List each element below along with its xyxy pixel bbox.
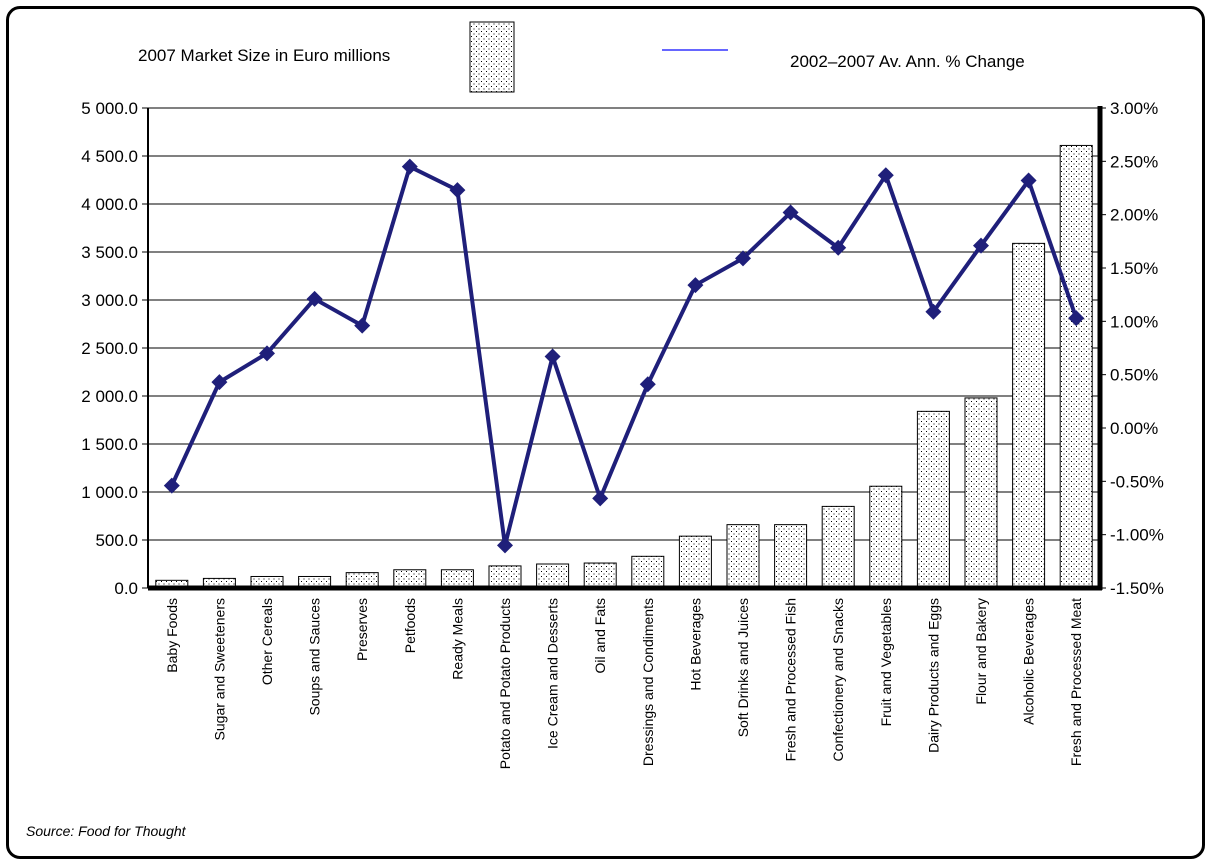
line-point-marker — [354, 317, 371, 334]
bar — [869, 485, 903, 589]
bar — [1012, 242, 1046, 589]
right-tick-label: -1.50% — [1110, 579, 1164, 598]
bar — [583, 562, 617, 589]
left-tick-label: 2 500.0 — [81, 339, 138, 358]
bar — [726, 524, 760, 589]
x-tick-label: Other Cereals — [259, 598, 275, 685]
right-tick-label: 3.00% — [1110, 99, 1158, 118]
right-tick-label: 1.00% — [1110, 312, 1158, 331]
line-point-marker — [544, 348, 561, 365]
line-point-marker — [1068, 310, 1085, 327]
line-point-marker — [687, 277, 704, 294]
x-tick-label: Ice Cream and Desserts — [545, 598, 561, 749]
left-axis-ticks: 0.0 500.0 1 000.0 1 500.0 2 000.0 2 500.0 3 00… — [81, 99, 148, 598]
right-tick-label: -0.50% — [1110, 472, 1164, 491]
line-point-marker — [782, 204, 799, 221]
line-point-marker — [449, 182, 466, 199]
x-tick-label: Sugar and Sweeteners — [211, 598, 227, 740]
line-series-path — [169, 164, 1079, 548]
x-tick-label: Oil and Fats — [592, 598, 608, 673]
bar — [631, 555, 665, 589]
line-point-marker — [401, 158, 418, 175]
line-point-marker — [830, 239, 847, 256]
bar — [678, 535, 712, 589]
x-axis-labels: Baby Foods Sugar and Sweeteners Other Cere… — [164, 598, 1084, 769]
left-tick-label: 5 000.0 — [81, 99, 138, 118]
right-tick-label: -1.00% — [1110, 526, 1164, 545]
x-tick-label: Hot Beverages — [687, 598, 703, 691]
x-tick-label: Fruit and Vegetables — [878, 598, 894, 726]
x-tick-label: Dairy Products and Eggs — [925, 598, 941, 753]
left-tick-label: 1 000.0 — [81, 483, 138, 502]
bar — [440, 569, 474, 589]
source-note: Source: Food for Thought — [26, 823, 186, 839]
left-tick-label: 1 500.0 — [81, 435, 138, 454]
bar — [1059, 144, 1093, 589]
left-tick-label: 0.0 — [114, 579, 138, 598]
bars — [155, 144, 1093, 589]
right-tick-label: 2.50% — [1110, 152, 1158, 171]
line-point-marker — [592, 490, 609, 507]
x-tick-label: Potato and Potato Products — [497, 598, 513, 769]
x-tick-label: Soft Drinks and Juices — [735, 598, 751, 737]
x-tick-label: Petfoods — [402, 598, 418, 653]
bar — [393, 569, 427, 589]
left-tick-label: 4 500.0 — [81, 147, 138, 166]
x-tick-label: Alcoholic Beverages — [1021, 598, 1037, 725]
gridlines — [148, 107, 1100, 589]
line-point-marker — [497, 537, 513, 554]
right-tick-label: 2.00% — [1110, 206, 1158, 225]
left-tick-label: 4 000.0 — [81, 195, 138, 214]
x-tick-label: Flour and Bakery — [973, 598, 989, 705]
x-tick-label: Baby Foods — [164, 598, 180, 673]
bar — [821, 505, 855, 589]
bar — [964, 397, 998, 589]
x-tick-label: Soups and Sauces — [307, 598, 323, 716]
legend-line-label: 2002–2007 Av. Ann. % Change — [790, 52, 1025, 71]
bar — [916, 410, 950, 589]
bar — [488, 565, 522, 589]
line-point-marker — [163, 477, 180, 494]
legend-bar-label: 2007 Market Size in Euro millions — [138, 46, 391, 65]
x-tick-label: Dressings and Condiments — [640, 598, 656, 766]
x-tick-label: Fresh and Processed Fish — [783, 598, 799, 761]
line-point-marker — [211, 374, 228, 391]
line-point-marker — [925, 303, 942, 320]
right-tick-label: 0.50% — [1110, 366, 1158, 385]
bar — [774, 524, 808, 589]
right-tick-label: 1.50% — [1110, 259, 1158, 278]
bar — [536, 563, 570, 589]
x-tick-label: Preserves — [354, 598, 370, 661]
axes — [147, 106, 1103, 591]
line-point-marker — [735, 250, 751, 267]
line-point-marker — [306, 290, 323, 307]
x-tick-label: Confectionery and Snacks — [830, 598, 846, 761]
line-series — [163, 158, 1085, 554]
x-tick-label: Ready Meals — [449, 598, 465, 680]
legend-bar-swatch — [469, 21, 515, 93]
x-tick-label: Fresh and Processed Meat — [1068, 598, 1084, 766]
right-axis-ticks: -1.50% -1.00% -0.50% 0.00% 0.50% 1.00% 1.50% 2.… — [1100, 99, 1164, 598]
chart-frame — [6, 6, 1205, 859]
right-tick-label: 0.00% — [1110, 419, 1158, 438]
line-point-marker — [639, 376, 656, 393]
left-tick-label: 3 000.0 — [81, 291, 138, 310]
line-point-marker — [1020, 172, 1037, 189]
line-point-marker — [259, 345, 275, 362]
line-point-marker — [973, 237, 989, 254]
line-point-marker — [877, 167, 894, 184]
left-tick-label: 3 500.0 — [81, 243, 138, 262]
left-tick-label: 2 000.0 — [81, 387, 138, 406]
left-tick-label: 500.0 — [95, 531, 138, 550]
